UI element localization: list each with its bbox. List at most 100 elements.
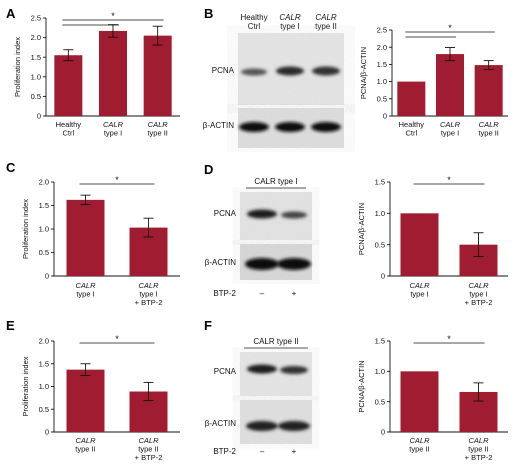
chart-f-ytick-label: 0 bbox=[381, 428, 385, 437]
chart-a-category-label: CALR bbox=[103, 120, 124, 129]
chart-a-ytick-label: 0.5 bbox=[31, 92, 41, 101]
blot-b-pcna-label: PCNA bbox=[212, 66, 235, 75]
blot-f-actin-band-1 bbox=[246, 421, 278, 431]
blot-b-pcna-band-1 bbox=[241, 68, 267, 76]
chart-b-ytick-label: 0 bbox=[383, 112, 387, 121]
blot-b-lane-3-line-1: CALR bbox=[315, 13, 337, 22]
chart-f-ytick-label: 0.5 bbox=[375, 397, 385, 406]
panel-letter-c: C bbox=[6, 160, 16, 175]
chart-b-ytick-label: 2.5 bbox=[377, 26, 387, 35]
chart-f-category-label: CALR bbox=[468, 436, 489, 445]
blot-f-header: CALR type II bbox=[253, 337, 298, 346]
chart-d-ytick-label: 0 bbox=[381, 272, 385, 281]
blot-d-pcna-label: PCNA bbox=[214, 209, 237, 218]
blot-f-pcna-noise bbox=[240, 352, 312, 396]
chart-e-ytick-label: 0.5 bbox=[39, 405, 49, 414]
blot-f-treatment-label: BTP-2 bbox=[213, 447, 236, 456]
chart-a-category-label: CALR bbox=[148, 120, 169, 129]
chart-b-bar bbox=[474, 65, 503, 116]
chart-e-category-label: type II bbox=[75, 445, 95, 454]
chart-e-category-label: type II bbox=[138, 445, 158, 454]
chart-a-bar bbox=[143, 35, 172, 116]
chart-f-category-label: type II bbox=[409, 445, 429, 454]
chart-e-ytick-label: 1.0 bbox=[39, 382, 49, 391]
blot-f-treatment-minus: – bbox=[260, 447, 265, 456]
chart-a-ytick-label: 1.5 bbox=[31, 53, 41, 62]
chart-c-significance-star: * bbox=[115, 175, 119, 185]
blot-b-lane-1-line-1: Healthy bbox=[240, 13, 267, 22]
chart-e-ytick-label: 0 bbox=[45, 428, 49, 437]
chart-f-ylabel: PCNA/β-ACTIN bbox=[357, 360, 366, 412]
chart-d-bar bbox=[400, 213, 439, 276]
chart-c-category-label: type I bbox=[76, 290, 94, 299]
chart-e-ylabel: Proliferation index bbox=[21, 356, 30, 416]
blot-b-lane-2-line-1: CALR bbox=[279, 13, 301, 22]
blot-d-actin-label: β-ACTIN bbox=[205, 258, 236, 267]
blot-b-pcna-band-3 bbox=[312, 66, 340, 76]
chart-a-ytick-label: 2.0 bbox=[31, 33, 41, 42]
chart-b-ylabel: PCNA/β-ACTIN bbox=[359, 47, 368, 99]
chart-a-category-label: type II bbox=[147, 129, 167, 138]
blot-b-lane-2-line-2: type I bbox=[280, 22, 300, 31]
chart-c-ytick-label: 1.0 bbox=[39, 225, 49, 234]
chart-a-ytick-label: 2.5 bbox=[31, 14, 41, 23]
chart-f-category-label: CALR bbox=[409, 436, 430, 445]
chart-c-ytick-label: 2.0 bbox=[39, 178, 49, 187]
chart-b-bar bbox=[436, 54, 464, 116]
panel-letter-b: B bbox=[204, 6, 213, 21]
chart-d-category-label: CALR bbox=[409, 281, 430, 290]
chart-c-ytick-label: 0.5 bbox=[39, 248, 49, 257]
chart-a-category-label: Ctrl bbox=[62, 129, 74, 138]
chart-c-category-label: CALR bbox=[138, 281, 159, 290]
chart-e-ytick-label: 1.5 bbox=[39, 359, 49, 368]
chart-f-bar bbox=[400, 371, 439, 432]
chart-e-category-label: CALR bbox=[75, 436, 96, 445]
blot-b: Healthy Ctrl CALR type I CALR type II PC… bbox=[203, 13, 344, 148]
chart-b-category-label: CALR bbox=[479, 120, 500, 129]
blot-f-actin-label: β-ACTIN bbox=[205, 419, 236, 428]
chart-c-ylabel: Proliferation index bbox=[21, 199, 30, 259]
blot-d-treatment-minus: – bbox=[260, 289, 265, 298]
blot-f-treatment-plus: + bbox=[292, 447, 297, 456]
chart-c-bar bbox=[66, 199, 105, 276]
blot-f-actin-band-2 bbox=[278, 421, 310, 431]
chart-c-category-label: type I bbox=[139, 290, 157, 299]
blot-d-actin-band-2 bbox=[277, 258, 311, 270]
blot-b-actin-band-1 bbox=[239, 122, 269, 132]
panel-letter-e: E bbox=[6, 318, 15, 333]
chart-a-ytick-label: 1.0 bbox=[31, 72, 41, 81]
chart-f-category-label: type II bbox=[468, 445, 488, 454]
chart-e-significance-star: * bbox=[115, 334, 119, 344]
chart-a-proliferation: 0 0.5 1.0 1.5 2.0 2.5 Proliferation index Healt… bbox=[13, 11, 180, 138]
blot-b-actin-band-3 bbox=[311, 122, 341, 132]
blot-f-pcna-label: PCNA bbox=[214, 367, 237, 376]
chart-f-category-label: + BTP-2 bbox=[465, 453, 493, 462]
blot-b-actin-band-2 bbox=[275, 122, 305, 132]
blot-b-pcna-band-2 bbox=[276, 66, 304, 76]
chart-a-bar bbox=[99, 30, 127, 116]
chart-b-category-label: type II bbox=[478, 129, 498, 138]
chart-d-significance-star: * bbox=[447, 175, 451, 185]
chart-b-significance-star: * bbox=[448, 23, 452, 33]
blot-b-actin-label: β-ACTIN bbox=[203, 121, 234, 130]
chart-f-ytick-label: 1.5 bbox=[375, 337, 385, 346]
chart-d-ylabel: PCNA/β-ACTIN bbox=[357, 203, 366, 255]
blot-d-actin-band-1 bbox=[245, 258, 279, 270]
chart-e-category-label: + BTP-2 bbox=[135, 453, 163, 462]
chart-e-category-label: CALR bbox=[138, 436, 159, 445]
chart-a-category-label: type I bbox=[104, 129, 122, 138]
chart-d-ytick-label: 1.0 bbox=[375, 209, 385, 218]
chart-b-category-label: Healthy bbox=[399, 120, 425, 129]
chart-d-category-label: CALR bbox=[468, 281, 489, 290]
blot-d: CALR type I PCNA β-ACTIN BTP-2 – + bbox=[205, 177, 312, 298]
chart-c-category-label: CALR bbox=[75, 281, 96, 290]
chart-a-ylabel: Proliferation index bbox=[13, 37, 22, 97]
blot-d-pcna-band-2 bbox=[281, 211, 307, 219]
panel-letter-d: D bbox=[204, 162, 213, 177]
chart-b-ytick-label: 1.0 bbox=[377, 77, 387, 86]
